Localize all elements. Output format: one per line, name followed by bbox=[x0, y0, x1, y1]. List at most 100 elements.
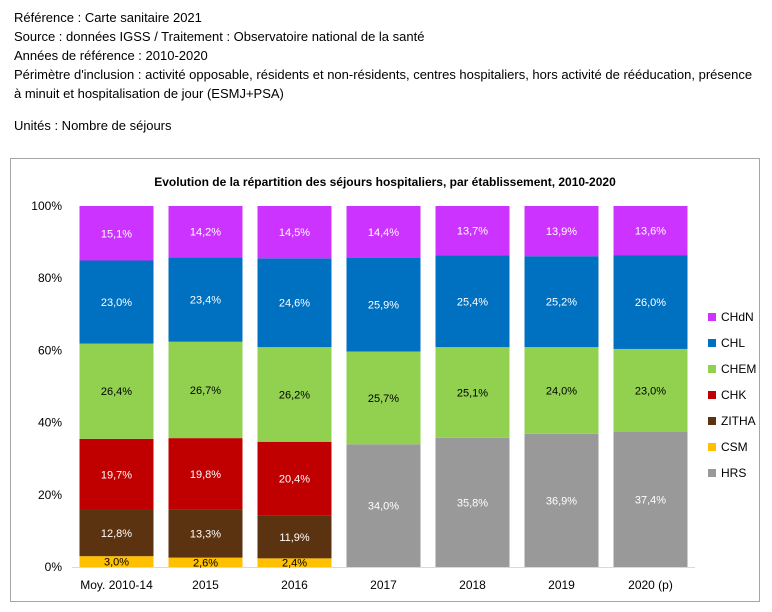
x-tick-label: 2016 bbox=[281, 578, 308, 592]
data-label: 23,4% bbox=[190, 294, 221, 306]
bar-segment-hrs bbox=[435, 437, 510, 567]
x-tick-label: 2015 bbox=[192, 578, 219, 592]
source-line: Source : données IGSS / Traitement : Obs… bbox=[14, 29, 425, 44]
bar-segment-chl bbox=[346, 257, 421, 352]
bar-segment-zitha bbox=[79, 509, 154, 557]
data-label: 26,0% bbox=[635, 297, 666, 309]
data-label: 15,1% bbox=[101, 228, 132, 240]
data-label: 2,4% bbox=[282, 558, 307, 570]
data-label: 12,8% bbox=[101, 528, 132, 540]
data-label: 14,2% bbox=[190, 227, 221, 239]
metadata-block: Référence : Carte sanitaire 2021 Source … bbox=[14, 8, 759, 135]
bar-segment-chem bbox=[346, 351, 421, 445]
data-label: 36,9% bbox=[546, 495, 577, 507]
bar-segment-hrs bbox=[524, 433, 599, 567]
legend-swatch-csm bbox=[708, 443, 716, 451]
bar-segment-chl bbox=[168, 257, 243, 342]
years-line: Années de référence : 2010-2020 bbox=[14, 48, 208, 63]
bar-segment-chl bbox=[257, 258, 332, 348]
y-tick-label: 40% bbox=[38, 416, 62, 430]
bar-segment-chem bbox=[79, 343, 154, 439]
legend-label-chl: CHL bbox=[721, 336, 745, 350]
y-tick-label: 0% bbox=[45, 560, 63, 574]
data-label: 24,6% bbox=[279, 298, 310, 310]
data-label: 3,0% bbox=[104, 557, 129, 569]
legend-swatch-chdn bbox=[708, 313, 716, 321]
legend-label-chdn: CHdN bbox=[721, 310, 754, 324]
bar-segment-zitha bbox=[257, 515, 332, 559]
data-label: 25,7% bbox=[368, 393, 399, 405]
bar-segment-chk bbox=[79, 438, 154, 510]
bar-segment-chem bbox=[257, 347, 332, 442]
legend-swatch-zitha bbox=[708, 417, 716, 425]
y-tick-label: 20% bbox=[38, 488, 62, 502]
y-tick-label: 80% bbox=[38, 271, 62, 285]
data-label: 37,4% bbox=[635, 494, 666, 506]
data-label: 26,4% bbox=[101, 386, 132, 398]
data-label: 13,7% bbox=[457, 226, 488, 238]
legend-label-chem: CHEM bbox=[721, 362, 756, 376]
y-tick-label: 100% bbox=[31, 199, 62, 213]
legend-label-zitha: ZITHA bbox=[721, 414, 756, 428]
data-label: 14,4% bbox=[368, 227, 399, 239]
bar-segment-chl bbox=[79, 260, 154, 344]
bar-segment-chem bbox=[435, 347, 510, 438]
data-label: 34,0% bbox=[368, 501, 399, 513]
data-label: 23,0% bbox=[635, 385, 666, 397]
bar-segment-chl bbox=[613, 255, 688, 349]
scope-line: Périmètre d'inclusion : activité opposab… bbox=[14, 67, 753, 101]
y-tick-label: 60% bbox=[38, 343, 62, 357]
bar-segment-zitha bbox=[168, 509, 243, 558]
bar-segment-chk bbox=[168, 438, 243, 510]
legend-label-hrs: HRS bbox=[721, 466, 746, 480]
data-label: 13,3% bbox=[190, 529, 221, 541]
chart-title: Evolution de la répartition des séjours … bbox=[154, 175, 616, 189]
data-label: 2,6% bbox=[193, 557, 218, 569]
x-tick-label: Moy. 2010-14 bbox=[80, 578, 153, 592]
data-label: 20,4% bbox=[279, 474, 310, 486]
data-label: 35,8% bbox=[457, 497, 488, 509]
bar-segment-chk bbox=[257, 441, 332, 516]
data-label: 26,2% bbox=[279, 389, 310, 401]
data-label: 23,0% bbox=[101, 297, 132, 309]
bar-segment-chdn bbox=[346, 206, 421, 258]
data-label: 25,9% bbox=[368, 300, 399, 312]
bar-segment-chdn bbox=[168, 206, 243, 258]
bar-segment-chem bbox=[613, 348, 688, 432]
bar-segment-chem bbox=[524, 347, 599, 434]
units-line: Unités : Nombre de séjours bbox=[14, 118, 172, 133]
bar-segment-chdn bbox=[524, 206, 599, 257]
data-label: 26,7% bbox=[190, 385, 221, 397]
bar-segment-chl bbox=[524, 256, 599, 348]
x-tick-label: 2018 bbox=[459, 578, 486, 592]
bar-segment-csm bbox=[79, 556, 154, 567]
x-tick-label: 2017 bbox=[370, 578, 397, 592]
legend-label-chk: CHK bbox=[721, 388, 746, 402]
x-tick-label: 2020 (p) bbox=[628, 578, 673, 592]
legend-swatch-chk bbox=[708, 391, 716, 399]
data-label: 25,2% bbox=[546, 297, 577, 309]
data-label: 19,7% bbox=[101, 469, 132, 481]
bar-segment-csm bbox=[257, 558, 332, 567]
data-label: 13,9% bbox=[546, 226, 577, 238]
bar-segment-chdn bbox=[257, 206, 332, 259]
data-label: 13,6% bbox=[635, 226, 666, 238]
bar-segment-chdn bbox=[79, 206, 154, 261]
reference-line: Référence : Carte sanitaire 2021 bbox=[14, 10, 202, 25]
bar-segment-chem bbox=[168, 341, 243, 439]
data-label: 11,9% bbox=[279, 532, 310, 544]
data-label: 14,5% bbox=[279, 227, 310, 239]
bar-segment-chdn bbox=[435, 206, 510, 256]
data-label: 19,8% bbox=[190, 469, 221, 481]
legend-swatch-chl bbox=[708, 339, 716, 347]
bar-segment-chdn bbox=[613, 206, 688, 256]
bar-segment-hrs bbox=[613, 431, 688, 567]
x-tick-label: 2019 bbox=[548, 578, 575, 592]
stacked-bar-chart: Evolution de la répartition des séjours … bbox=[31, 175, 756, 592]
data-label: 24,0% bbox=[546, 385, 577, 397]
legend-label-csm: CSM bbox=[721, 440, 748, 454]
data-label: 25,4% bbox=[457, 296, 488, 308]
bar-segment-csm bbox=[168, 557, 243, 567]
bar-segment-hrs bbox=[346, 444, 421, 567]
legend-swatch-hrs bbox=[708, 469, 716, 477]
